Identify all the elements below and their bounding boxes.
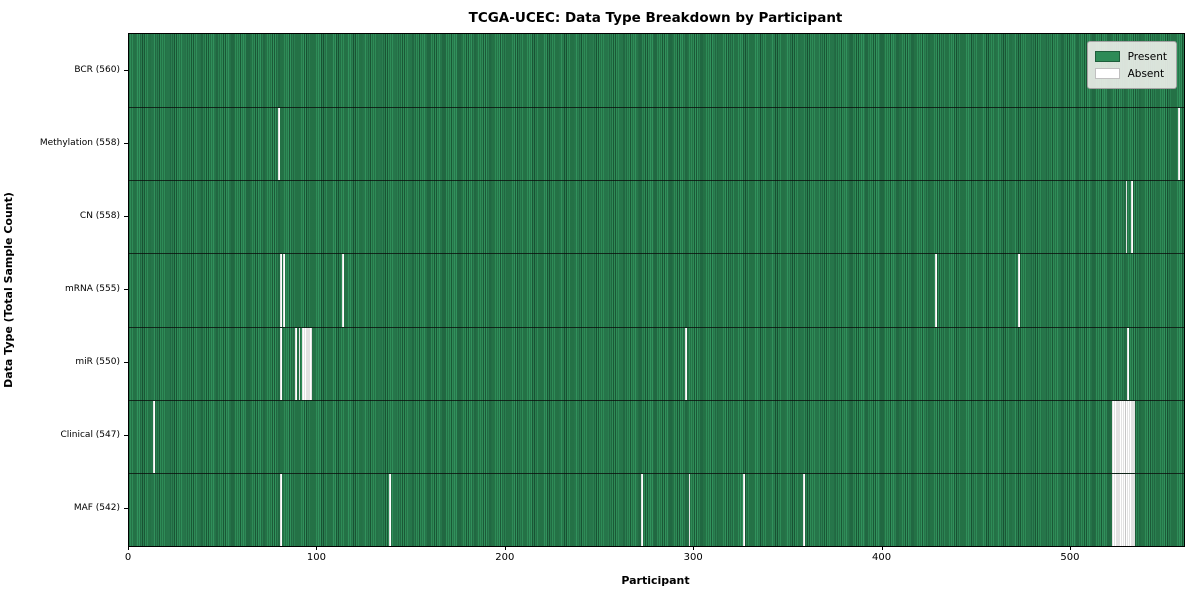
y-tick-mark	[124, 362, 128, 364]
heatmap-row	[129, 107, 1184, 181]
x-tick-label: 300	[683, 552, 703, 563]
absent-mark	[279, 473, 282, 546]
absent-mark	[935, 254, 938, 327]
x-tick-mark	[504, 546, 506, 550]
x-tick-label: 200	[495, 552, 515, 563]
absent-mark	[803, 473, 806, 546]
y-tick-label: mRNA (555)	[65, 284, 120, 294]
absent-mark	[688, 473, 691, 546]
legend: Present Absent	[1086, 41, 1177, 89]
y-tick-label: miR (550)	[75, 357, 120, 368]
x-tick-mark	[693, 546, 695, 550]
absent-mark	[1112, 473, 1135, 546]
y-tick-mark	[124, 289, 128, 290]
y-tick-mark	[124, 215, 128, 217]
y-tick-label: Clinical (547)	[60, 430, 120, 441]
y-tick-mark	[124, 435, 128, 437]
absent-mark	[1112, 400, 1135, 473]
legend-swatch	[1094, 68, 1120, 79]
absent-mark	[684, 327, 687, 400]
absent-mark	[283, 254, 286, 327]
absent-mark	[1125, 181, 1128, 254]
absent-mark	[1131, 181, 1134, 254]
legend-entry: Present	[1094, 48, 1167, 65]
x-tick-mark	[881, 546, 883, 550]
absent-mark	[388, 473, 391, 546]
y-tick-mark	[124, 142, 128, 144]
x-tick-label: 0	[124, 552, 132, 563]
legend-entry: Absent	[1094, 65, 1167, 82]
y-tick-label: BCR (560)	[74, 64, 120, 75]
x-tick-mark	[1069, 546, 1071, 550]
absent-mark	[302, 327, 312, 400]
x-tick-mark	[128, 546, 129, 550]
absent-mark	[1178, 108, 1181, 181]
y-tick-label: MAF (542)	[73, 503, 120, 514]
absent-mark	[279, 327, 282, 400]
absent-mark	[743, 473, 746, 546]
absent-mark	[1018, 254, 1021, 327]
absent-mark	[641, 473, 644, 546]
x-tick-label: 100	[306, 552, 326, 563]
y-tick-label: CN (558)	[79, 210, 120, 221]
legend-label: Absent	[1127, 67, 1165, 80]
plot-area: Present Absent	[128, 33, 1185, 547]
absent-mark	[153, 400, 156, 473]
x-tick-label: 400	[872, 552, 892, 563]
absent-mark	[279, 254, 282, 327]
heatmap-row	[129, 326, 1184, 400]
heatmap-row	[129, 253, 1184, 327]
legend-swatch	[1094, 51, 1120, 62]
absent-mark	[294, 327, 297, 400]
heatmap-row	[129, 472, 1184, 546]
heatmap-row	[129, 34, 1184, 108]
heatmap-row	[129, 180, 1184, 254]
legend-label: Present	[1127, 50, 1167, 63]
y-tick-mark	[124, 69, 128, 71]
y-tick-label: Methylation (558)	[39, 137, 120, 148]
absent-mark	[341, 254, 344, 327]
x-tick-mark	[316, 546, 318, 550]
y-tick-mark	[124, 508, 128, 510]
x-axis-label: Participant	[621, 574, 690, 587]
heatmap-row	[129, 399, 1184, 473]
absent-mark	[1127, 327, 1130, 400]
absent-mark	[277, 108, 280, 181]
chart-title: TCGA-UCEC: Data Type Breakdown by Partic…	[468, 10, 843, 26]
x-tick-label: 500	[1060, 552, 1080, 563]
absent-mark	[298, 327, 301, 400]
